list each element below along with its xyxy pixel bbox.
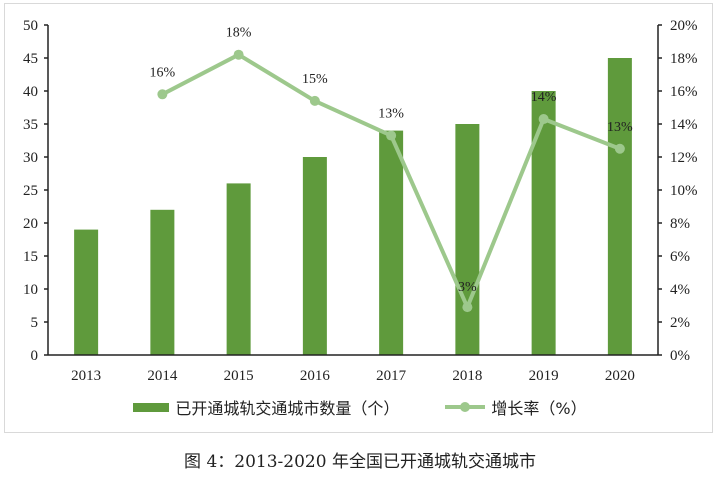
- bar-2013: [74, 229, 99, 355]
- growth-point-2019: [538, 114, 549, 125]
- svg-text:14%: 14%: [670, 117, 698, 133]
- svg-text:18%: 18%: [226, 26, 252, 41]
- svg-text:12%: 12%: [670, 150, 698, 166]
- bar-series: [74, 58, 632, 355]
- svg-text:10%: 10%: [670, 183, 698, 199]
- svg-text:18%: 18%: [670, 51, 698, 67]
- growth-point-2020: [614, 143, 625, 154]
- legend: 已开通城轨交通城市数量（个） 增长率（%）: [0, 395, 720, 419]
- line-series: 16% 18% 15% 13% 3% 14% 13%: [150, 26, 633, 313]
- svg-text:40: 40: [23, 84, 38, 100]
- svg-text:5: 5: [31, 315, 39, 331]
- svg-text:8%: 8%: [670, 216, 690, 232]
- svg-text:16%: 16%: [670, 84, 698, 100]
- bar-2016: [302, 157, 327, 355]
- svg-text:2016: 2016: [300, 368, 331, 384]
- combo-chart: 0 5 10 15 20 25 30 35 40 45 50 0% 2% 4% 6% 8% 10% 12% 14%…: [23, 18, 698, 384]
- svg-text:4%: 4%: [670, 282, 690, 298]
- bar-2015: [226, 183, 251, 355]
- svg-text:2017: 2017: [376, 368, 407, 384]
- legend-label-count: 已开通城轨交通城市数量（个）: [175, 399, 400, 418]
- bar-2020: [607, 58, 632, 355]
- line-marker-swatch-icon: [445, 402, 486, 412]
- svg-text:2019: 2019: [529, 368, 559, 384]
- svg-text:45: 45: [23, 51, 38, 67]
- svg-text:0: 0: [31, 348, 39, 364]
- right-y-axis: 0% 2% 4% 6% 8% 10% 12% 14% 16% 18% 20%: [657, 18, 698, 364]
- figure-caption: 图 4：2013-2020 年全国已开通城轨交通城市: [184, 452, 536, 472]
- svg-text:20: 20: [23, 216, 38, 232]
- growth-point-2014: [157, 89, 168, 100]
- svg-text:2018: 2018: [452, 368, 482, 384]
- svg-text:50: 50: [23, 18, 38, 34]
- svg-text:2020: 2020: [605, 368, 635, 384]
- bar-2017: [379, 130, 404, 355]
- svg-text:2014: 2014: [147, 368, 178, 384]
- svg-text:13%: 13%: [607, 120, 633, 135]
- growth-point-2017: [386, 130, 397, 141]
- bar-2019: [531, 91, 556, 355]
- x-axis: 2013 2014 2015 2016 2017 2018 2019 2020: [48, 354, 658, 384]
- bar-2018: [455, 124, 480, 355]
- chart-frame: [4, 3, 713, 433]
- bar-2014: [150, 209, 175, 355]
- legend-label-growth: 增长率（%）: [491, 399, 587, 418]
- svg-text:15: 15: [23, 249, 38, 265]
- svg-text:20%: 20%: [670, 18, 698, 34]
- legend-item-count: 已开通城轨交通城市数量（个）: [133, 395, 399, 419]
- svg-text:2%: 2%: [670, 315, 690, 331]
- svg-text:15%: 15%: [302, 72, 328, 87]
- growth-point-2015: [233, 49, 244, 60]
- bar-swatch-icon: [133, 402, 170, 412]
- growth-point-2016: [309, 95, 320, 106]
- svg-text:13%: 13%: [378, 107, 404, 122]
- svg-text:0%: 0%: [670, 348, 690, 364]
- svg-text:16%: 16%: [150, 65, 176, 80]
- svg-text:25: 25: [23, 183, 38, 199]
- left-y-axis: 0 5 10 15 20 25 30 35 40 45 50: [23, 18, 49, 364]
- svg-text:30: 30: [23, 150, 38, 166]
- svg-text:3%: 3%: [458, 280, 477, 295]
- svg-text:2015: 2015: [224, 368, 254, 384]
- svg-text:10: 10: [23, 282, 38, 298]
- svg-text:35: 35: [23, 117, 38, 133]
- svg-text:14%: 14%: [531, 90, 557, 105]
- growth-point-2018: [462, 302, 473, 313]
- svg-text:2013: 2013: [71, 368, 101, 384]
- svg-text:6%: 6%: [670, 249, 690, 265]
- legend-item-growth: 增长率（%）: [445, 395, 587, 419]
